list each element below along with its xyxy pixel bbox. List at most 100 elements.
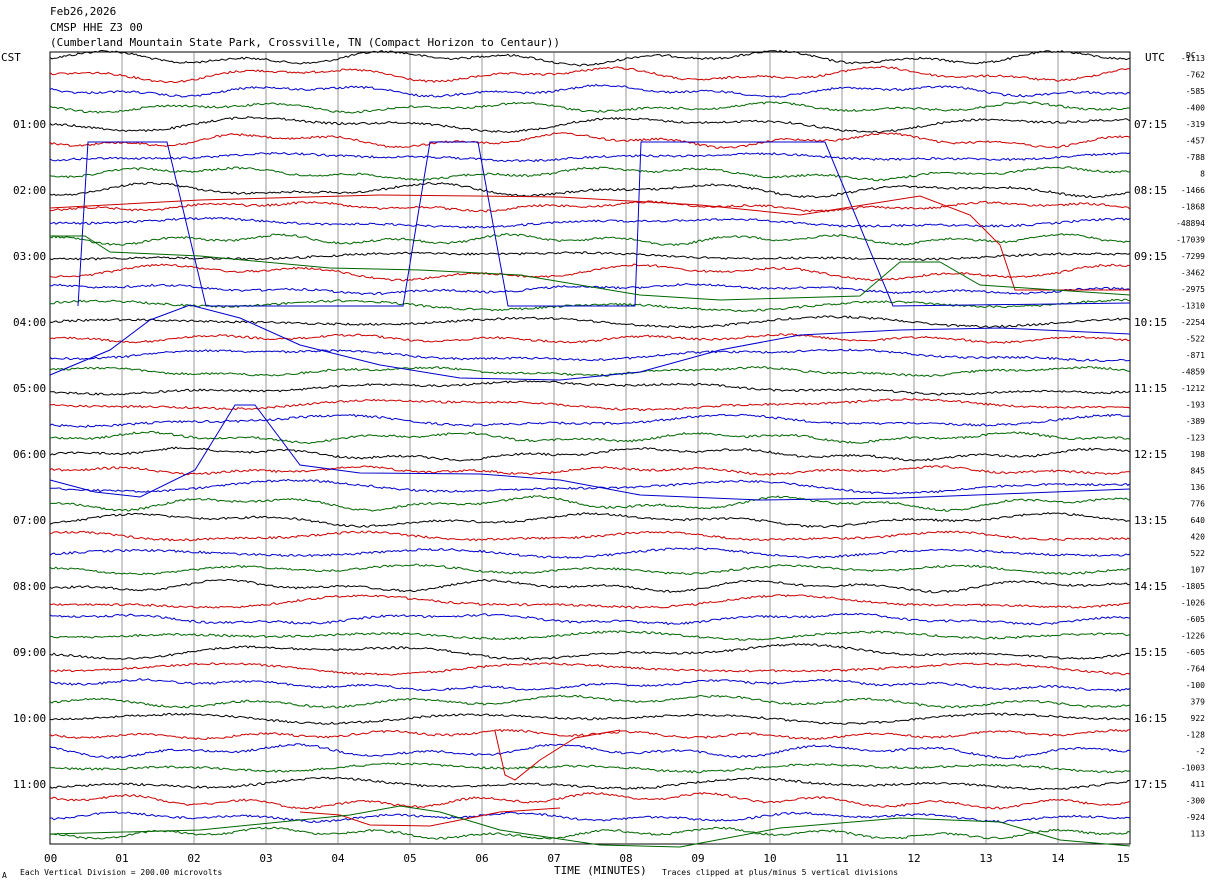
utc-hour-label: 10:15 — [1134, 316, 1167, 329]
trace-excursion — [494, 729, 621, 781]
seismic-traces — [49, 49, 1131, 848]
trace-line — [49, 791, 1131, 810]
dc-offset-label: -48894 — [1176, 219, 1205, 228]
utc-hour-label: 11:15 — [1134, 382, 1167, 395]
trace-line — [49, 446, 1131, 462]
trace-line — [49, 694, 1131, 709]
cst-hour-label: 04:00 — [13, 316, 46, 329]
dc-offset-label: -605 — [1186, 648, 1205, 657]
minute-tick-label: 12 — [907, 852, 920, 865]
trace-line — [49, 151, 1131, 163]
trace-line — [49, 116, 1131, 134]
dc-offset-label: 420 — [1191, 533, 1206, 542]
trace-line — [49, 251, 1131, 261]
trace-excursion — [49, 404, 1131, 501]
trace-line — [49, 431, 1131, 444]
dc-offset-label: -1003 — [1181, 764, 1205, 773]
minute-tick-label: 13 — [979, 852, 992, 865]
trace-line — [49, 333, 1131, 344]
trace-line — [49, 530, 1131, 542]
dc-offset-label: -1212 — [1181, 384, 1205, 393]
dc-offset-label: 522 — [1191, 549, 1206, 558]
trace-line — [49, 712, 1131, 725]
minute-tick-label: 05 — [403, 852, 416, 865]
trace-line — [49, 233, 1131, 247]
trace-line — [49, 380, 1131, 396]
dc-offset-label: 198 — [1191, 450, 1206, 459]
dc-offset-label: -3462 — [1181, 269, 1205, 278]
station-id: CMSP HHE Z3 00 — [50, 21, 143, 34]
trace-excursion — [49, 194, 1130, 291]
trace-line — [49, 101, 1131, 114]
dc-offset-label: -764 — [1186, 665, 1205, 674]
trace-line — [49, 612, 1131, 626]
minute-tick-label: 08 — [619, 852, 632, 865]
dc-offset-label: 640 — [1191, 516, 1206, 525]
cst-hour-label: 11:00 — [13, 778, 46, 791]
dc-offset-label: -788 — [1186, 153, 1205, 162]
trace-line — [49, 216, 1131, 229]
trace-line — [49, 263, 1131, 282]
trace-excursion — [77, 141, 1131, 307]
cst-hour-label: 07:00 — [13, 514, 46, 527]
dc-offset-label: -4859 — [1181, 368, 1205, 377]
utc-hour-label: 16:15 — [1134, 712, 1167, 725]
dc-offset-label: 113 — [1191, 830, 1206, 839]
utc-axis-title: UTC — [1145, 51, 1165, 64]
dc-offset-label: -457 — [1186, 137, 1205, 146]
trace-line — [49, 630, 1131, 641]
minute-tick-label: 04 — [331, 852, 345, 865]
dc-offset-labels: -1113 -762 -585 -400 -319 -457 -788 8 -1466 -1868… — [1176, 54, 1205, 839]
utc-hour-label: 08:15 — [1134, 184, 1167, 197]
chart-date: Feb26,2026 — [50, 5, 116, 18]
minute-tick-label: 00 — [44, 852, 57, 865]
trace-excursion — [50, 235, 1131, 301]
minute-tick-label: 06 — [475, 852, 488, 865]
trace-line — [49, 413, 1131, 428]
utc-hour-label: 12:15 — [1134, 448, 1167, 461]
dc-offset-label: 136 — [1191, 483, 1206, 492]
trace-line — [49, 776, 1131, 791]
trace-line — [49, 743, 1131, 760]
dc-offset-label: 8 — [1200, 170, 1205, 179]
trace-line — [49, 594, 1131, 609]
dc-offset-label: 107 — [1191, 566, 1206, 575]
trace-line — [49, 678, 1131, 692]
dc-offset-label: -2 — [1195, 747, 1205, 756]
utc-hour-label: 14:15 — [1134, 580, 1167, 593]
cst-axis-title: CST — [1, 51, 21, 64]
dc-offset-label: -7299 — [1181, 252, 1205, 261]
minute-tick-label: 11 — [835, 852, 848, 865]
trace-line — [49, 662, 1131, 676]
utc-hour-label: 15:15 — [1134, 646, 1167, 659]
dc-offset-label: -585 — [1186, 87, 1205, 96]
minute-tick-label: 15 — [1117, 852, 1130, 865]
trace-line — [49, 132, 1131, 150]
station-location: (Cumberland Mountain State Park, Crossvi… — [50, 36, 560, 49]
trace-line — [49, 547, 1131, 559]
minute-tick-label: 14 — [1051, 852, 1065, 865]
dc-offset-label: -1026 — [1181, 599, 1205, 608]
trace-excursion — [49, 805, 1131, 848]
dc-offset-label: -2975 — [1181, 285, 1205, 294]
dc-offset-label: -400 — [1186, 104, 1205, 113]
cst-hour-label: 02:00 — [13, 184, 46, 197]
utc-hour-labels: 07:15 08:15 09:15 10:15 11:15 12:15 13:15 14:15… — [1134, 118, 1167, 791]
dc-offset-label: -762 — [1186, 71, 1205, 80]
dc-offset-label: -128 — [1186, 731, 1205, 740]
dc-offset-label: -100 — [1186, 681, 1205, 690]
scale-note: Each Vertical Division = 200.00 microvol… — [20, 868, 222, 877]
trace-line — [49, 200, 1131, 213]
utc-hour-label: 13:15 — [1134, 514, 1167, 527]
trace-line — [49, 578, 1131, 594]
cst-hour-label: 03:00 — [13, 250, 46, 263]
dc-offset-label: -1868 — [1181, 203, 1205, 212]
minute-tick-label: 10 — [763, 852, 776, 865]
trace-line — [49, 495, 1131, 512]
trace-line — [49, 65, 1131, 84]
minute-grid — [121, 52, 1059, 844]
dc-offset-label: -1310 — [1181, 302, 1205, 311]
minute-tick-label: 02 — [187, 852, 200, 865]
dc-offset-label: 845 — [1191, 467, 1206, 476]
dc-offset-label: 776 — [1191, 500, 1206, 509]
